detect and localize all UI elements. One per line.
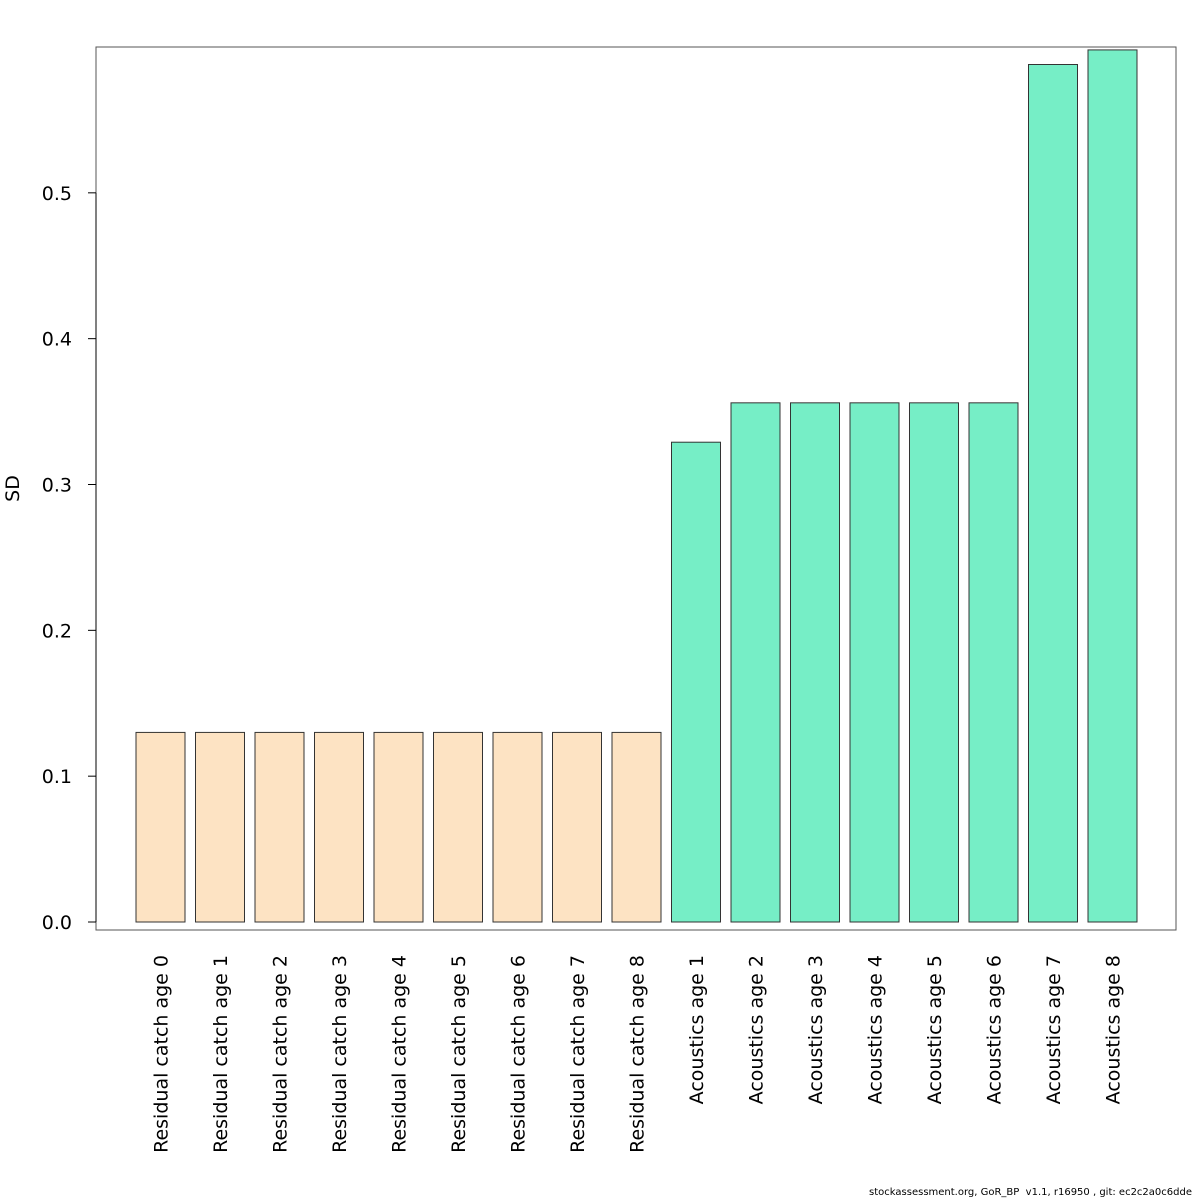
y-tick-label: 0.0 xyxy=(42,912,72,934)
x-category-label: Acoustics age 6 xyxy=(984,955,1006,1104)
x-category-label: Acoustics age 1 xyxy=(686,955,708,1104)
bar-11 xyxy=(730,402,781,923)
x-category-label: Residual catch age 4 xyxy=(389,955,411,1153)
y-axis: 0.0 0.1 0.2 0.3 0.4 0.5 xyxy=(42,183,97,934)
bar-2 xyxy=(195,731,245,923)
x-category-label: Residual catch age 6 xyxy=(508,955,530,1153)
x-category-label: Residual catch age 2 xyxy=(270,955,292,1153)
y-tick-label: 0.4 xyxy=(42,329,72,351)
y-tick-label: 0.2 xyxy=(42,620,72,642)
bar-8 xyxy=(552,731,602,923)
bar-14 xyxy=(909,402,959,923)
x-category-label: Residual catch age 7 xyxy=(567,955,589,1153)
bar-1 xyxy=(135,731,186,923)
bar-9 xyxy=(611,731,662,923)
bar-17 xyxy=(1087,49,1138,923)
x-category-label: Acoustics age 2 xyxy=(746,955,768,1104)
bar-10 xyxy=(671,441,721,923)
x-category-label: Acoustics age 7 xyxy=(1043,955,1065,1104)
y-tick-label: 0.3 xyxy=(42,475,72,497)
bar-12 xyxy=(790,402,840,923)
bar-4 xyxy=(314,731,364,923)
y-axis-title: SD xyxy=(2,475,24,502)
footer-credit: stockassessment.org, GoR_BP v1.1, r16950… xyxy=(869,1187,1192,1198)
x-category-label: Residual catch age 3 xyxy=(329,955,351,1153)
bar-5 xyxy=(373,731,424,923)
bar-16 xyxy=(1028,64,1078,923)
x-category-label: Residual catch age 1 xyxy=(210,955,232,1153)
x-category-label: Residual catch age 5 xyxy=(448,955,470,1153)
bar-6 xyxy=(433,731,483,923)
bar-7 xyxy=(492,731,543,923)
x-category-label: Acoustics age 4 xyxy=(865,955,887,1104)
y-tick-label: 0.1 xyxy=(42,766,72,788)
bars-layer xyxy=(135,49,1138,923)
x-axis-labels: Residual catch age 0 Residual catch age 1… xyxy=(151,955,1125,1153)
x-category-label: Acoustics age 5 xyxy=(924,955,946,1104)
bar-3 xyxy=(254,731,305,923)
x-category-label: Residual catch age 0 xyxy=(151,955,173,1153)
y-tick-label: 0.5 xyxy=(42,183,72,205)
x-category-label: Acoustics age 3 xyxy=(805,955,827,1104)
bar-13 xyxy=(849,402,900,923)
x-category-label: Residual catch age 8 xyxy=(627,955,649,1153)
x-category-label: Acoustics age 8 xyxy=(1103,955,1125,1104)
bar-15 xyxy=(968,402,1019,923)
